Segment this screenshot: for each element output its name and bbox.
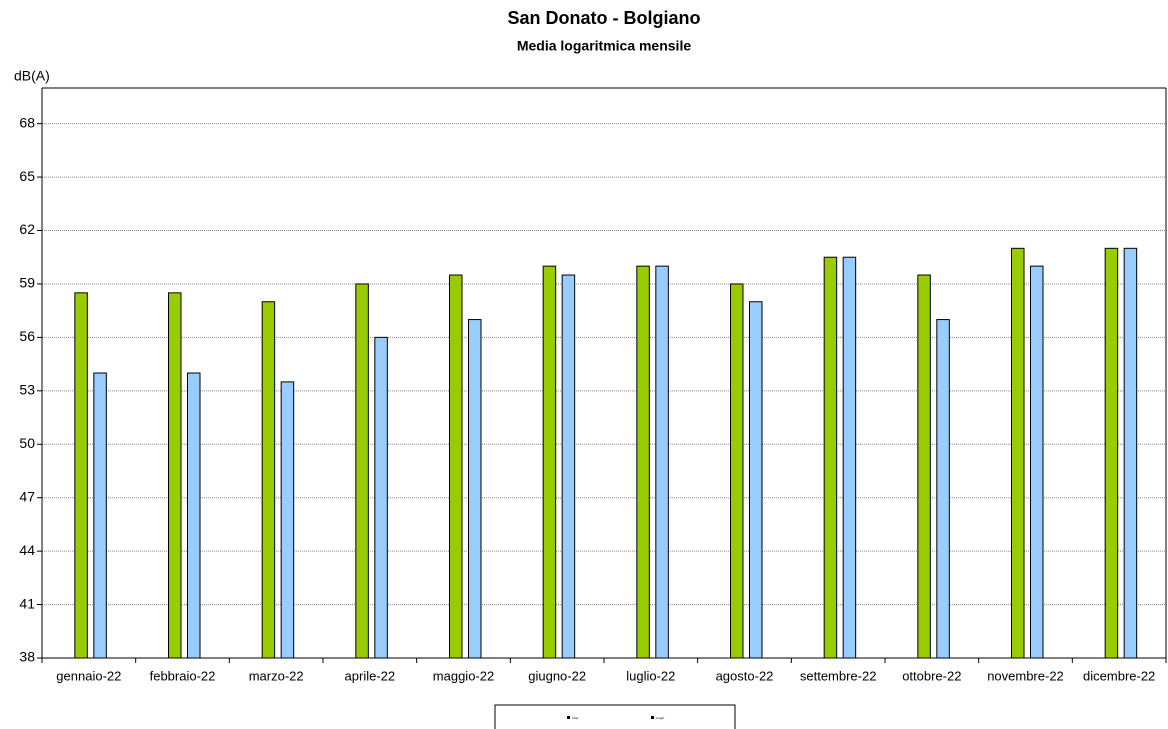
- y-axis-label: dB(A): [14, 68, 50, 84]
- bar: [636, 265, 650, 659]
- y-tick-label: 68: [19, 114, 35, 130]
- bar: [542, 265, 557, 659]
- bar: [468, 319, 482, 659]
- x-tick-label: marzo-22: [249, 668, 304, 683]
- y-tick-label: 47: [19, 488, 35, 504]
- bar: [917, 274, 931, 659]
- x-tick-label: giugno-22: [528, 668, 586, 683]
- y-tick-label: 53: [19, 382, 35, 398]
- bar: [823, 256, 838, 659]
- bar: [449, 274, 463, 659]
- legend-swatch: [651, 716, 654, 719]
- bar: [936, 319, 950, 659]
- x-tick-label: novembre-22: [987, 668, 1064, 683]
- bar: [168, 292, 182, 659]
- x-tick-label: ottobre-22: [902, 668, 961, 683]
- bar: [1011, 247, 1025, 659]
- bar: [355, 283, 369, 659]
- y-tick-label: 50: [19, 435, 35, 451]
- bar: [842, 256, 857, 659]
- bar: [93, 372, 107, 659]
- x-tick-label: dicembre-22: [1083, 668, 1155, 683]
- bar: [187, 372, 201, 659]
- legend-box: [494, 704, 736, 729]
- chart-subtitle: Media logaritmica mensile: [517, 38, 691, 54]
- bar: [74, 292, 88, 659]
- bar: [374, 336, 388, 659]
- bar: [655, 265, 669, 659]
- x-tick-label: febbraio-22: [150, 668, 216, 683]
- x-tick-label: aprile-22: [345, 668, 396, 683]
- chart-title: San Donato - Bolgiano: [508, 8, 701, 28]
- x-tick-label: luglio-22: [626, 668, 675, 683]
- legend-swatch: [567, 716, 570, 719]
- y-tick-label: 65: [19, 168, 35, 184]
- x-tick-label: agosto-22: [716, 668, 774, 683]
- y-tick-label: 41: [19, 595, 35, 611]
- bar: [1123, 247, 1138, 659]
- y-tick-label: 59: [19, 275, 35, 291]
- legend-label: Lday: [572, 716, 579, 720]
- y-tick-label: 44: [19, 542, 35, 558]
- bar: [730, 283, 744, 659]
- x-tick-label: maggio-22: [433, 668, 494, 683]
- x-tick-label: settembre-22: [800, 668, 877, 683]
- y-tick-label: 38: [19, 649, 35, 665]
- y-tick-label: 62: [19, 221, 35, 237]
- bar: [280, 381, 295, 659]
- bar: [261, 301, 276, 659]
- bar: [1030, 265, 1044, 659]
- bar: [1104, 247, 1119, 659]
- bar: [561, 274, 576, 659]
- bar: [749, 301, 763, 659]
- legend-label: Lnight: [656, 716, 664, 720]
- x-tick-label: gennaio-22: [56, 668, 121, 683]
- y-tick-label: 56: [19, 328, 35, 344]
